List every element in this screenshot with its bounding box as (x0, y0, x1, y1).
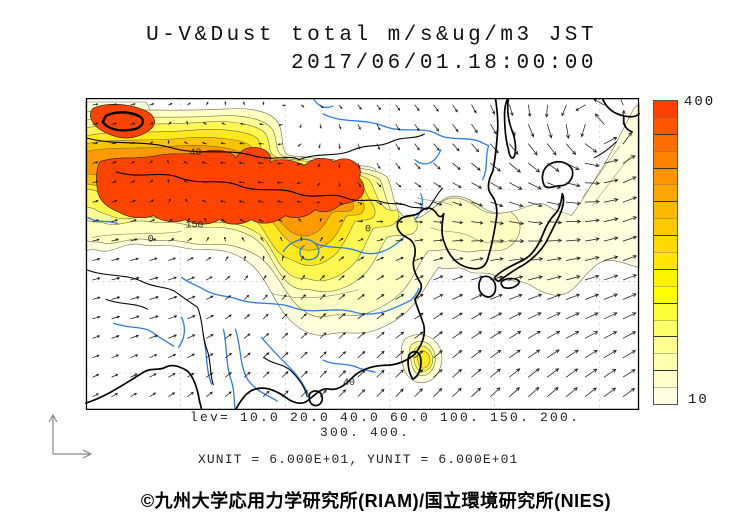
contour-levels-text-line2: 300. 400. (320, 425, 411, 440)
plot-title: U-V&Dust total m/s&ug/m3 JST (146, 24, 597, 47)
coast-kyushu (478, 275, 497, 298)
map-frame (85, 97, 640, 411)
map-panel: 40 150 0 0 40 (85, 91, 640, 411)
colorbar-segment (654, 101, 677, 118)
contour-levels-text-line1: lev= 10.0 20.0 40.0 60.0 100. 150. 200. (190, 410, 581, 425)
colorbar-max-label: 400 (684, 94, 716, 110)
axis-orientation-indicator (48, 413, 93, 459)
vector-units-text: XUNIT = 6.000E+01, YUNIT = 6.000E+01 (198, 452, 519, 467)
country-borders (85, 133, 444, 398)
colorbar-segment (654, 286, 677, 304)
contour-label: 0 (365, 224, 371, 235)
colorbar-segment (654, 337, 677, 355)
coast-sakhalin (503, 97, 517, 159)
colorbar-segment (654, 236, 677, 254)
coast-hokkaido (541, 160, 574, 189)
colorbar-segment (654, 185, 677, 203)
plot-datetime: 2017/06/01.18:00:00 (291, 52, 597, 75)
coast-honshu (493, 192, 565, 283)
contour-label: 0 (148, 234, 154, 245)
colorbar-segment (654, 320, 677, 338)
extra-contour-lines (91, 145, 633, 298)
colorbar-segment (654, 219, 677, 237)
colorbar-segment (654, 134, 677, 152)
colorbar-segment (654, 253, 677, 270)
colorbar-segment (654, 354, 677, 372)
contour-label: 40 (343, 377, 355, 388)
x-axis-arrow (53, 449, 93, 459)
contour-label: 150 (186, 220, 204, 231)
coast-south-asia (85, 364, 203, 411)
coast-hainan (308, 390, 324, 407)
colorbar (653, 100, 678, 405)
coast-kuril (593, 141, 617, 159)
colorbar-segment (654, 371, 677, 389)
map-svg: 40 150 0 0 40 (85, 91, 640, 411)
colorbar-segment (654, 117, 677, 135)
y-axis-arrow (48, 413, 58, 454)
colorbar-min-label: 10 (688, 392, 709, 408)
colorbar-segment (654, 269, 677, 287)
colorbar-segment (654, 151, 677, 169)
colorbar-segment (654, 303, 677, 321)
max-contour-line (101, 111, 144, 132)
coast-taiwan (407, 350, 422, 380)
contour-value-labels: 40 150 0 0 40 (148, 147, 371, 388)
coast-mainland-east-asia (234, 97, 499, 411)
dust-contour-fills (85, 101, 640, 384)
copyright-text: ©九州大学応用力学研究所(RIAM)/国立環境研究所(NIES) (140, 491, 612, 511)
colorbar-segment (654, 202, 677, 220)
colorbar-segment (654, 168, 677, 186)
colorbar-segment (654, 388, 677, 405)
contour-label: 40 (190, 147, 202, 158)
wind-vector-field (92, 91, 638, 397)
coast-shikoku (500, 277, 521, 289)
